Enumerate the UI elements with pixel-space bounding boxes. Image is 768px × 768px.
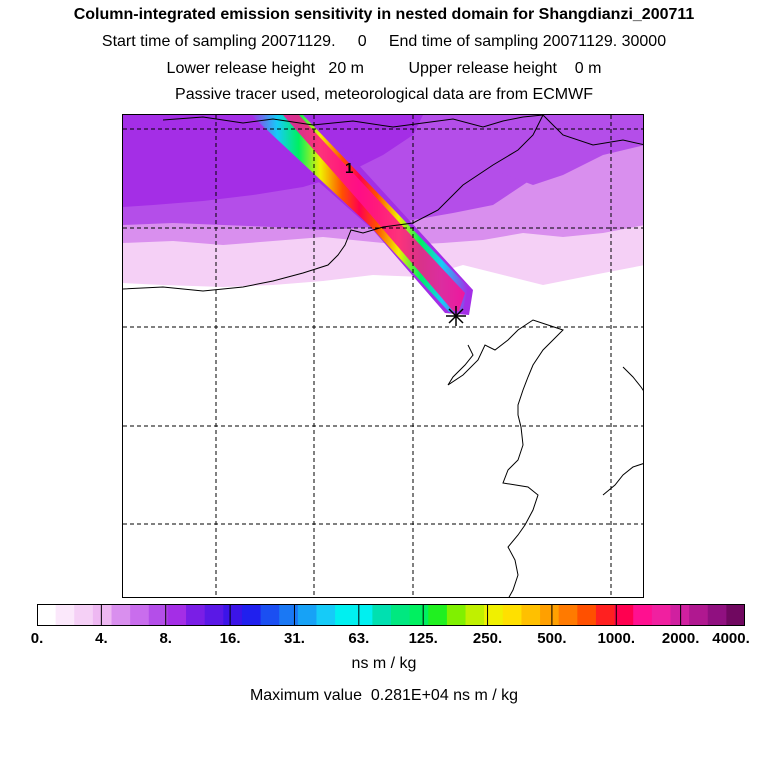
colorbar-swatch (316, 604, 336, 626)
colorbar-swatch (130, 604, 150, 626)
colorbar-swatch (577, 604, 597, 626)
sensitivity-map: 1 (123, 115, 643, 597)
colorbar-swatch (558, 604, 578, 626)
colorbar-swatch (446, 604, 467, 626)
colorbar-swatch (279, 604, 299, 626)
colorbar-swatch (353, 604, 373, 626)
colorbar-tick-label: 1000. (597, 630, 636, 647)
colorbar-swatch (92, 604, 113, 626)
plume-core (283, 115, 465, 311)
colorbar-swatch (241, 604, 262, 626)
colorbar-swatch (260, 604, 280, 626)
colorbar-tick-label: 2000. (661, 630, 700, 647)
colorbar-swatch (409, 604, 429, 626)
colorbar-tick-label: 0. (30, 630, 44, 647)
colorbar (37, 604, 746, 626)
colorbar-swatch (186, 604, 206, 626)
colorbar-swatch (223, 604, 243, 626)
tracer-info-line: Passive tracer used, meteorological data… (175, 86, 593, 103)
release-height-line: Lower release height 20 m Upper release … (166, 60, 602, 77)
colorbar-tick-label: 500. (537, 630, 567, 647)
colorbar-units: ns m / kg (351, 655, 417, 672)
colorbar-swatch (37, 604, 57, 626)
sensitivity-field-east (443, 115, 643, 185)
colorbar-swatch (297, 604, 317, 626)
colorbar-swatch (55, 604, 75, 626)
colorbar-swatch (204, 604, 224, 626)
colorbar-swatch (595, 604, 616, 626)
colorbar-swatch (726, 604, 746, 626)
colorbar-swatch (335, 604, 355, 626)
colorbar-tick-label: 125. (408, 630, 438, 647)
colorbar-tick-label: 31. (284, 630, 305, 647)
contour-label: 1 (345, 160, 353, 177)
sensitivity-field-core (123, 115, 423, 207)
map-panel: 1 (122, 114, 644, 598)
maximum-value: Maximum value 0.281E+04 ns m / kg (249, 687, 519, 704)
colorbar-swatch (148, 604, 168, 626)
colorbar-swatch (167, 604, 187, 626)
colorbar-swatch (670, 604, 690, 626)
colorbar-swatch (484, 604, 504, 626)
colorbar-swatch (465, 604, 485, 626)
coastline (123, 115, 544, 292)
sampling-time-line: Start time of sampling 20071129. 0 End t… (101, 33, 667, 50)
colorbar-swatch (521, 604, 541, 626)
colorbar-swatch (540, 604, 560, 626)
colorbar-tick-label: 4. (95, 630, 108, 647)
station-star-icon (446, 306, 466, 326)
coastline (622, 366, 643, 391)
colorbar-tick-label: 8. (159, 630, 172, 647)
colorbar-swatch (428, 604, 448, 626)
colorbar-swatches (37, 604, 746, 626)
colorbar-tick-label: 250. (472, 630, 503, 647)
colorbar-tick-label: 16. (219, 630, 241, 647)
coastline (602, 463, 643, 496)
colorbar-swatch (614, 604, 634, 626)
colorbar-swatch (707, 604, 727, 626)
coastline (542, 115, 643, 146)
colorbar-border (37, 604, 745, 626)
colorbar-swatch (372, 604, 392, 626)
colorbar-swatch (391, 604, 411, 626)
colorbar-tick-label: 4000. (712, 630, 750, 647)
colorbar-tick-label: 63. (348, 630, 370, 647)
colorbar-swatch (502, 604, 522, 626)
coastline (162, 115, 544, 128)
colorbar-swatch (633, 604, 653, 626)
colorbar-swatch (74, 604, 94, 626)
colorbar-swatch (651, 604, 671, 626)
colorbar-swatch (111, 604, 131, 626)
lat-lon-grid (123, 115, 643, 597)
coastline (447, 319, 564, 597)
plot-title: Column-integrated emission sensitivity i… (73, 6, 695, 23)
colorbar-swatch (689, 604, 709, 626)
